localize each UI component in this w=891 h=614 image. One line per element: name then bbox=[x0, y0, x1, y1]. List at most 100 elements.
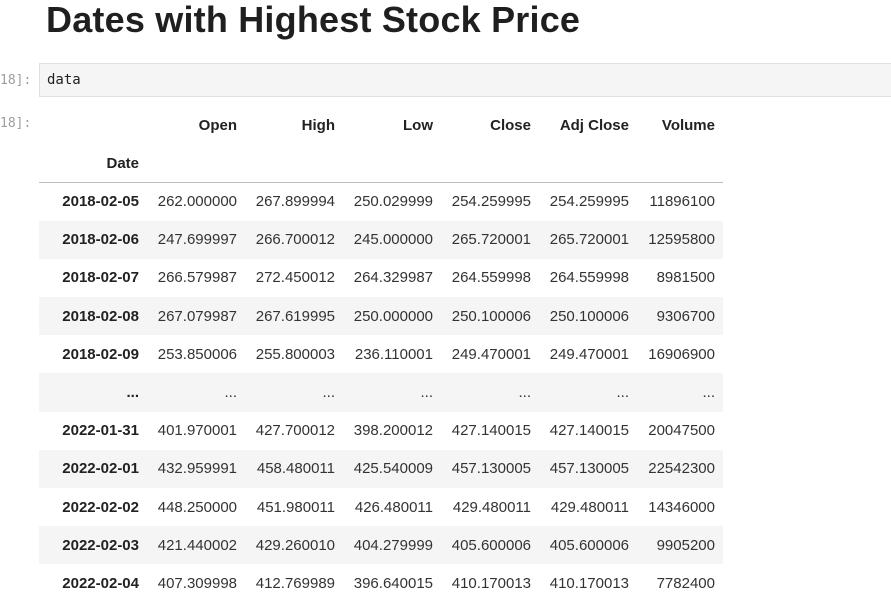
table-row: 2022-02-03 421.440002 429.260010 404.279999… bbox=[39, 526, 723, 565]
table-cell: 405.600006 bbox=[549, 536, 629, 554]
table-cell: 254.259995 bbox=[451, 193, 531, 211]
table-cell: 266.579987 bbox=[157, 269, 237, 287]
table-cell: 404.279999 bbox=[353, 536, 433, 554]
table-row: 2022-02-02 448.250000 451.980011 426.480011… bbox=[39, 488, 723, 526]
dataframe-table: Open High Low Close Adj Close Volume Dat… bbox=[39, 106, 723, 603]
output-prompt: 18]: bbox=[0, 116, 32, 131]
table-cell: 236.110001 bbox=[354, 345, 433, 363]
table-cell: 254.259995 bbox=[549, 193, 629, 211]
table-cell: ... bbox=[420, 384, 433, 402]
table-cell: 457.130005 bbox=[549, 460, 629, 478]
row-index: 2018-02-05 bbox=[62, 193, 139, 211]
table-cell: 253.850006 bbox=[157, 345, 237, 363]
column-header-volume: Volume bbox=[661, 116, 715, 134]
table-cell: 8981500 bbox=[656, 269, 715, 287]
table-cell: 427.140015 bbox=[451, 422, 531, 440]
row-index: 2022-02-04 bbox=[62, 574, 139, 592]
table-cell: 264.559998 bbox=[549, 269, 629, 287]
table-row: 2022-02-01 432.959991 458.480011 425.540009… bbox=[39, 449, 723, 488]
table-cell: 250.029999 bbox=[353, 193, 433, 211]
table-cell: 405.600006 bbox=[451, 536, 531, 554]
table-cell: 262.000000 bbox=[157, 193, 237, 211]
table-cell: 451.980011 bbox=[256, 498, 335, 516]
table-cell: 448.250000 bbox=[157, 498, 237, 516]
table-cell: 398.200012 bbox=[353, 422, 433, 440]
table-cell: 255.800003 bbox=[255, 345, 335, 363]
code-cell[interactable]: data bbox=[39, 63, 891, 97]
table-row: 2018-02-08 267.079987 267.619995 250.000000… bbox=[39, 297, 723, 336]
table-cell: 9306700 bbox=[656, 307, 715, 325]
row-index: 2018-02-07 bbox=[62, 269, 139, 287]
table-cell: 272.450012 bbox=[255, 269, 335, 287]
table-cell: 265.720001 bbox=[549, 231, 629, 249]
row-index: 2022-02-01 bbox=[62, 460, 139, 478]
table-cell: 267.899994 bbox=[255, 193, 335, 211]
table-cell: ... bbox=[224, 384, 237, 402]
row-index: 2018-02-09 bbox=[62, 345, 139, 363]
index-name: Date bbox=[39, 144, 147, 183]
table-cell: 16906900 bbox=[648, 345, 715, 363]
row-index: ... bbox=[126, 384, 139, 402]
column-header-open: Open bbox=[198, 116, 237, 134]
table-cell: 425.540009 bbox=[353, 460, 433, 478]
table-cell: 266.700012 bbox=[255, 231, 335, 249]
index-column-header bbox=[39, 106, 147, 144]
column-header-low: Low bbox=[403, 116, 433, 134]
table-cell: ... bbox=[702, 384, 715, 402]
table-cell: 401.970001 bbox=[157, 422, 237, 440]
column-header-close: Close bbox=[490, 116, 531, 134]
input-prompt: 18]: bbox=[0, 73, 32, 88]
table-cell: 264.329987 bbox=[353, 269, 433, 287]
table-cell: 458.480011 bbox=[256, 460, 335, 478]
table-cell: 426.480011 bbox=[354, 498, 433, 516]
table-cell: 264.559998 bbox=[451, 269, 531, 287]
row-index: 2022-02-03 bbox=[62, 536, 139, 554]
table-cell: 427.140015 bbox=[549, 422, 629, 440]
row-index: 2018-02-08 bbox=[62, 307, 139, 325]
table-row: 2018-02-06 247.699997 266.700012 245.000000… bbox=[39, 220, 723, 259]
table-row: 2022-02-04 407.309998 412.769989 396.640015… bbox=[39, 564, 723, 602]
row-index: 2018-02-06 bbox=[62, 231, 139, 249]
table-cell: 7782400 bbox=[656, 574, 715, 592]
code-text: data bbox=[47, 72, 81, 88]
table-cell: 265.720001 bbox=[451, 231, 531, 249]
table-cell: 250.100006 bbox=[549, 307, 629, 325]
table-cell: 457.130005 bbox=[451, 460, 531, 478]
table-cell: 12595800 bbox=[648, 231, 715, 249]
table-cell: ... bbox=[518, 384, 531, 402]
table-cell: 396.640015 bbox=[353, 574, 433, 592]
section-heading: Dates with Highest Stock Price bbox=[46, 0, 581, 40]
table-cell: 432.959991 bbox=[157, 460, 237, 478]
table-cell: ... bbox=[616, 384, 629, 402]
table-row: 2022-01-31 401.970001 427.700012 398.200012… bbox=[39, 412, 723, 450]
table-cell: 250.000000 bbox=[353, 307, 433, 325]
table-cell: 22542300 bbox=[648, 460, 715, 478]
column-header-adj-close: Adj Close bbox=[559, 116, 629, 134]
table-cell: 250.100006 bbox=[451, 307, 531, 325]
table-cell: 429.480011 bbox=[550, 498, 629, 516]
table-row: 2018-02-05 262.000000 267.899994 250.029999… bbox=[39, 183, 723, 221]
table-cell: 20047500 bbox=[648, 422, 715, 440]
column-header-high: High bbox=[301, 116, 335, 134]
table-cell: 9905200 bbox=[656, 536, 715, 554]
table-cell: 410.170013 bbox=[549, 574, 629, 592]
table-cell: 14346000 bbox=[648, 498, 715, 516]
table-cell: 412.769989 bbox=[255, 574, 335, 592]
table-cell: 267.619995 bbox=[255, 307, 335, 325]
row-index: 2022-01-31 bbox=[62, 422, 139, 440]
table-cell: 247.699997 bbox=[157, 231, 237, 249]
table-cell: 249.470001 bbox=[451, 345, 531, 363]
table-row: 2018-02-07 266.579987 272.450012 264.329987… bbox=[39, 259, 723, 297]
table-cell: 427.700012 bbox=[255, 422, 335, 440]
table-cell: 410.170013 bbox=[451, 574, 531, 592]
table-body: 2018-02-05 262.000000 267.899994 250.029999… bbox=[39, 183, 723, 603]
table-cell: 245.000000 bbox=[353, 231, 433, 249]
table-cell: 429.480011 bbox=[452, 498, 531, 516]
table-row: ..................... bbox=[39, 373, 723, 412]
row-index: 2022-02-02 bbox=[62, 498, 139, 516]
column-header-row: Open High Low Close Adj Close Volume bbox=[39, 106, 723, 144]
index-name-row: Date bbox=[39, 144, 723, 183]
table-cell: 267.079987 bbox=[157, 307, 237, 325]
table-row: 2018-02-09 253.850006 255.800003 236.110001… bbox=[39, 335, 723, 373]
table-cell: 407.309998 bbox=[157, 574, 237, 592]
